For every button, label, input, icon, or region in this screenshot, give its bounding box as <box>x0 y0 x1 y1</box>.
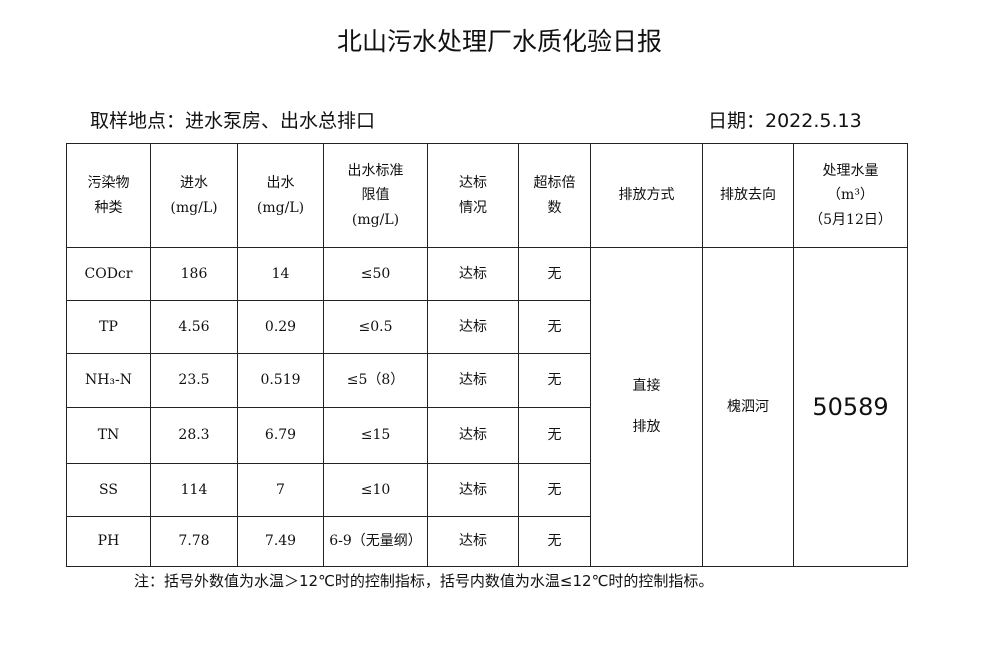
cell: 无 <box>518 247 591 301</box>
cell: 6-9（无量纲） <box>323 516 428 567</box>
cell: 7 <box>237 463 324 517</box>
cell: 4.56 <box>150 300 238 354</box>
header-text: 超标倍 <box>533 175 576 191</box>
header-text: 排放方式 <box>618 187 675 204</box>
header-text: 污染物 <box>87 175 130 191</box>
header-text: 限值 <box>361 187 390 204</box>
cell: 0.29 <box>237 300 324 354</box>
cell: 6.79 <box>237 407 324 464</box>
cell: ≤50 <box>323 247 428 301</box>
header-text: 出水标准 <box>347 162 404 179</box>
header-text: 数 <box>547 199 562 216</box>
cell: 无 <box>518 463 591 517</box>
header-text: 种类 <box>94 199 123 216</box>
header-cell: 出水标准限值 (mg/L) <box>323 143 428 248</box>
header-text: 出水 <box>266 175 295 191</box>
cell: ≤15 <box>323 407 428 464</box>
cell: 达标 <box>427 300 519 354</box>
cell: 28.3 <box>150 407 238 464</box>
method-text: 排放 <box>632 419 661 435</box>
header-text: (mg/L) <box>256 199 305 216</box>
header-text: 达标 <box>459 175 487 191</box>
cell: 无 <box>518 353 591 408</box>
data-row: CODcr 186 14 ≤50 达标无直接 排放 槐泗河 50589 <box>66 247 908 567</box>
header-cell: 进水 (mg/L) <box>150 143 238 248</box>
header-text: (mg/L) <box>170 199 218 216</box>
data-row: TN 28.3 6.79 ≤15 达标无 <box>66 407 908 464</box>
header-cell: 达标 情况 <box>427 143 519 248</box>
report-table: 污染物 种类 进水 (mg/L) 出水 (mg/L) 出水标准 限值 (mg/L) 达标 情况 超标倍… <box>66 143 908 567</box>
cell: TP <box>66 300 151 354</box>
header-text: 情况 <box>459 199 487 216</box>
data-row: TP 4.56 0.29 ≤0.5 达标无 <box>66 300 908 354</box>
header-text: （5月12日） <box>809 211 892 228</box>
header-text: 处理水量 <box>822 162 879 179</box>
volume: 50589 <box>793 247 908 567</box>
cell: 无 <box>518 407 591 464</box>
cell: ≤10 <box>323 463 428 517</box>
cell: ≤0.5 <box>323 300 428 354</box>
cell: 达标 <box>427 353 519 408</box>
method-text: 直接 <box>632 378 661 395</box>
sample-location: 取样地点：进水泵房、出水总排口 <box>90 110 376 132</box>
note: 注：括号外数值为水温＞12℃时的控制指标，括号内数值为水温≤12℃时的控制指标。 <box>134 572 714 590</box>
data-row: SS 114 7 ≤10 达标无 <box>66 463 908 517</box>
cell: 达标 <box>427 516 519 567</box>
header-cell: 污染物 种类 <box>66 143 151 248</box>
data-row: PH 7.78 7.49 6-9（无量纲） 达标无 <box>66 516 908 567</box>
report-date: 日期：2022.5.13 <box>708 110 862 132</box>
cell: ≤5（8） <box>323 353 428 408</box>
header-text: 排放去向 <box>720 187 776 204</box>
header-cell: 处理水量 （m³） （5月12日） <box>793 143 908 248</box>
cell: 7.49 <box>237 516 324 567</box>
cell: 无 <box>518 300 591 354</box>
data-row: NH₃-N 23.5 0.519 ≤5（8） 达标无 <box>66 353 908 408</box>
header-cell: 超标倍数 <box>518 143 591 248</box>
cell: 达标 <box>427 247 519 301</box>
cell: PH <box>66 516 151 567</box>
cell: 14 <box>237 247 324 301</box>
header-text: （m³） <box>827 187 874 204</box>
cell: 114 <box>150 463 238 517</box>
cell: TN <box>66 407 151 464</box>
header-row: 污染物 种类 进水 (mg/L) 出水 (mg/L) 出水标准 限值 (mg/L) 达标 情况 超标倍… <box>66 143 908 248</box>
header-cell: 出水 (mg/L) <box>237 143 324 248</box>
discharge-method: 直接 排放 <box>590 247 703 567</box>
title: 北山污水处理厂水质化验日报 <box>336 27 662 56</box>
cell: SS <box>66 463 151 517</box>
cell: CODcr <box>66 247 151 301</box>
header-text: 进水 <box>180 175 208 191</box>
cell: NH₃-N <box>66 353 151 408</box>
cell: 达标 <box>427 407 519 464</box>
cell: 达标 <box>427 463 519 517</box>
cell: 无 <box>518 516 591 567</box>
cell: 0.519 <box>237 353 324 408</box>
header-cell: 排放去向 <box>702 143 794 248</box>
header-text: (mg/L) <box>351 211 400 228</box>
destination: 槐泗河 <box>702 247 794 567</box>
cell: 186 <box>150 247 238 301</box>
cell: 23.5 <box>150 353 238 408</box>
header-cell: 排放方式 <box>590 143 703 248</box>
cell: 7.78 <box>150 516 238 567</box>
